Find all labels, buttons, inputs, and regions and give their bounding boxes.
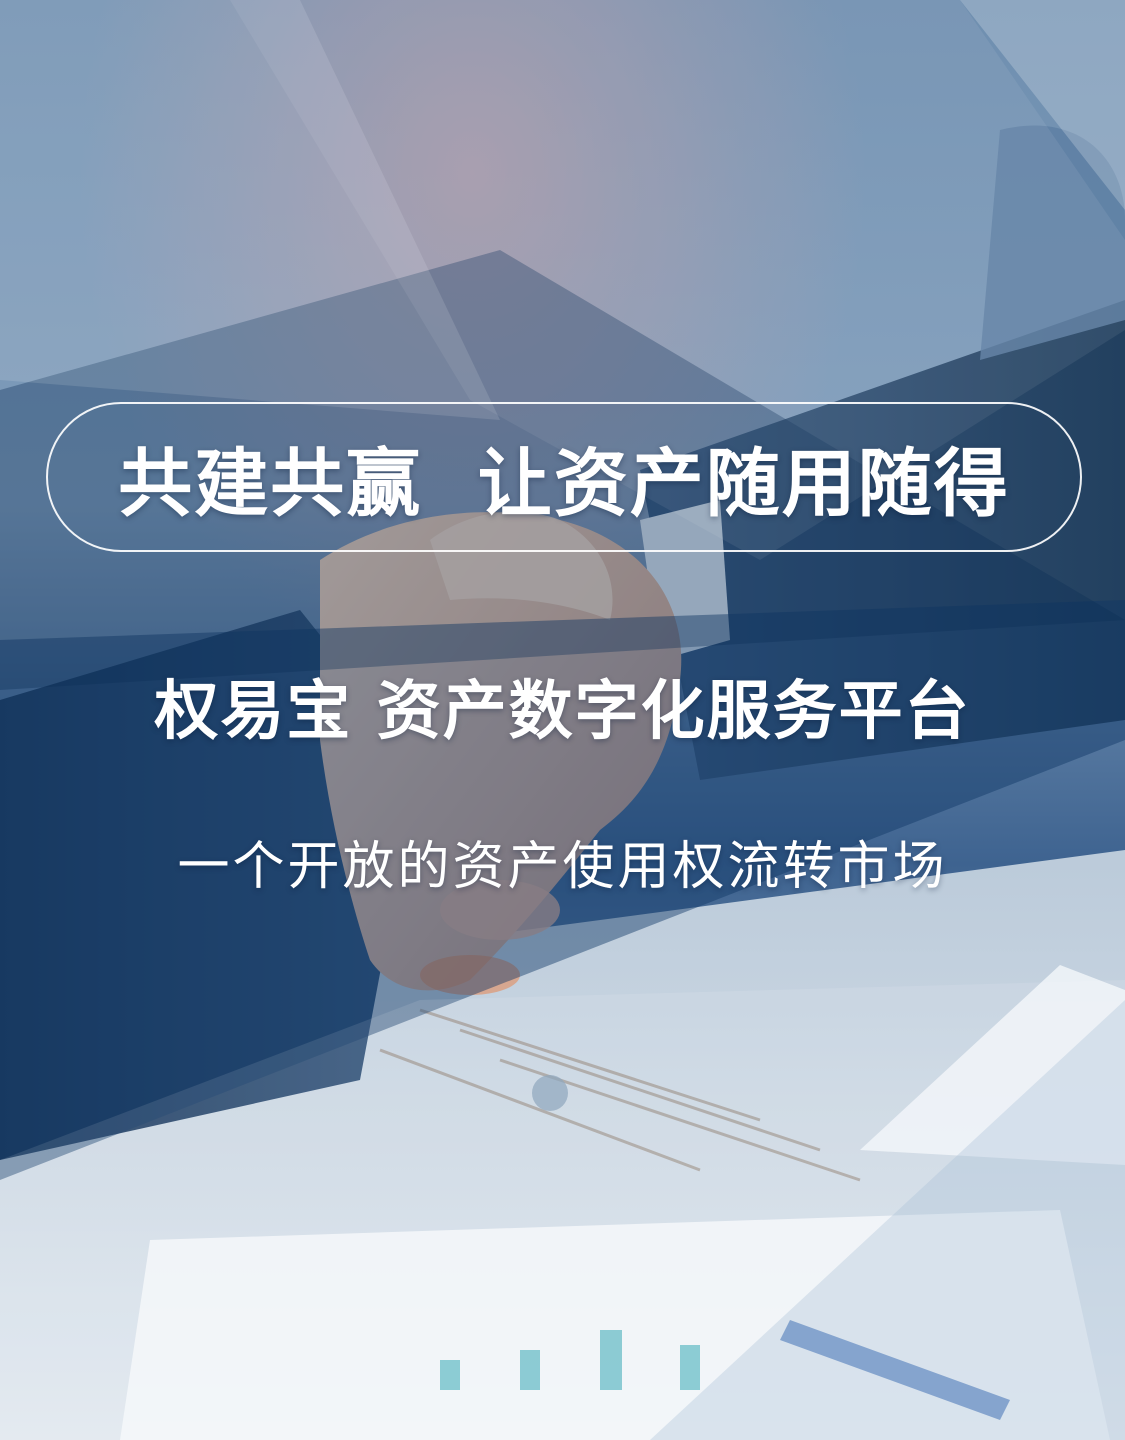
subtitle: 权易宝 资产数字化服务平台	[154, 675, 971, 749]
headline: 共建共赢 让资产随用随得	[118, 440, 1010, 527]
headline-pill: 共建共赢 让资产随用随得	[46, 402, 1082, 552]
tagline: 一个开放的资产使用权流转市场	[177, 837, 948, 897]
